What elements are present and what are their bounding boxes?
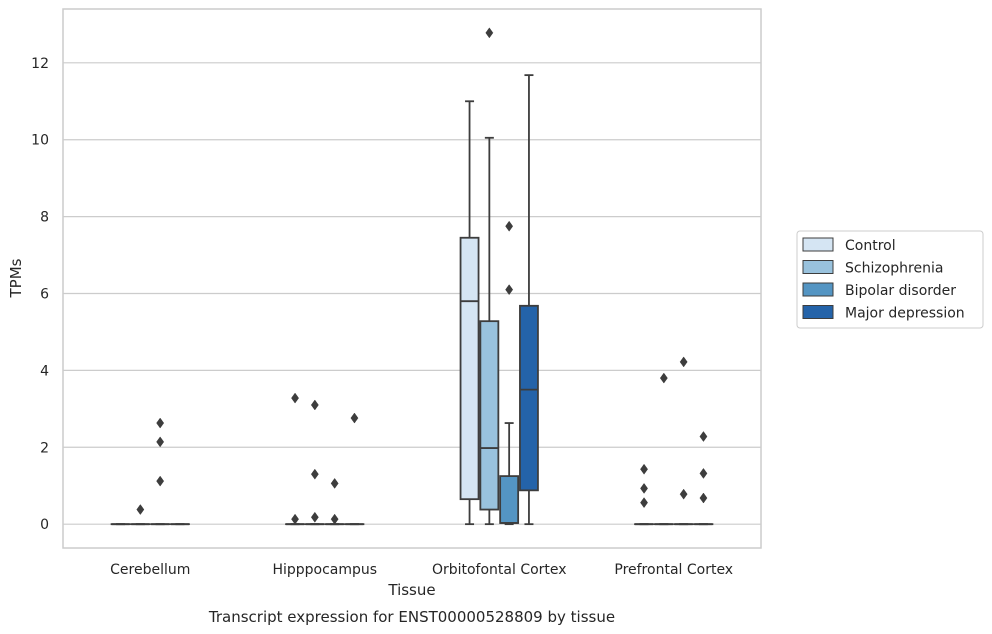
box-orbitofontal-cortex-schizophrenia xyxy=(479,27,500,526)
outlier-point xyxy=(350,412,359,424)
y-tick-label: 10 xyxy=(31,133,49,149)
x-tick-label: Orbitofontal Cortex xyxy=(432,562,567,578)
box-body xyxy=(459,236,480,501)
legend-label: Schizophrenia xyxy=(845,261,943,277)
y-tick-label: 8 xyxy=(40,210,49,226)
box-prefrontal-cortex-bipolar-disorder xyxy=(673,356,694,526)
plot-background xyxy=(63,9,761,548)
outlier-point xyxy=(505,284,514,296)
legend-swatch xyxy=(802,237,834,252)
outlier-point xyxy=(679,488,688,500)
legend-frame xyxy=(796,230,984,329)
chart-caption: Transcript expression for ENST0000052880… xyxy=(208,608,615,626)
box-prefrontal-cortex-control xyxy=(634,463,654,526)
x-axis-label: Tissue xyxy=(387,581,435,599)
y-tick-label: 4 xyxy=(40,363,49,379)
x-tick-labels: Cerebellum Hipppocampus Orbitofontal Corte… xyxy=(110,562,733,578)
box-hipppocampus-schizophrenia xyxy=(304,399,325,526)
outlier-point xyxy=(505,220,514,232)
box-cerebellum-schizophrenia xyxy=(130,504,151,526)
outlier-point xyxy=(291,513,299,525)
legend: Control Schizophrenia Bipolar disorder Majo… xyxy=(796,230,984,329)
gridlines xyxy=(63,62,761,525)
y-tick-label: 2 xyxy=(40,440,49,456)
y-tick-label: 12 xyxy=(31,56,49,72)
box-hipppocampus-major-depression xyxy=(344,412,365,526)
legend-label: Bipolar disorder xyxy=(845,283,956,299)
legend-swatch xyxy=(802,305,834,319)
y-axis-label: TPMs xyxy=(7,258,25,298)
y-tick-label: 0 xyxy=(40,517,49,533)
box-orbitofontal-cortex-control xyxy=(459,100,480,526)
outlier-point xyxy=(640,497,648,509)
legend-label: Control xyxy=(845,238,896,254)
outlier-point xyxy=(699,492,708,504)
outlier-point xyxy=(699,431,708,442)
x-tick-label: Prefrontal Cortex xyxy=(614,562,733,578)
legend-swatch xyxy=(802,282,834,297)
box-orbitofontal-cortex-bipolar-disorder xyxy=(499,220,520,526)
outlier-point xyxy=(291,392,299,404)
outlier-point xyxy=(659,372,668,384)
outlier-point xyxy=(156,417,165,429)
box-groups xyxy=(110,27,714,526)
outlier-point xyxy=(310,468,319,480)
outlier-point xyxy=(330,477,339,489)
outlier-point xyxy=(156,436,165,448)
box-prefrontal-cortex-schizophrenia xyxy=(653,372,674,526)
box-hipppocampus-bipolar-disorder xyxy=(324,477,345,526)
outlier-point xyxy=(310,399,319,411)
outlier-point xyxy=(485,27,494,39)
box-cerebellum-bipolar-disorder xyxy=(150,417,171,526)
outlier-point xyxy=(330,513,339,525)
outlier-point xyxy=(640,482,648,494)
outlier-point xyxy=(156,475,165,487)
outlier-point xyxy=(640,463,648,475)
box-body xyxy=(499,475,520,524)
outlier-point xyxy=(136,504,145,515)
y-tick-label: 6 xyxy=(40,286,49,302)
box-prefrontal-cortex-major-depression xyxy=(693,431,714,526)
outlier-point xyxy=(699,467,708,479)
x-tick-label: Hipppocampus xyxy=(272,562,377,578)
box-body xyxy=(519,304,539,492)
box-body xyxy=(479,320,500,511)
outlier-point xyxy=(310,511,319,523)
legend-swatch xyxy=(802,260,834,274)
outlier-point xyxy=(679,356,688,368)
y-tick-labels: 0 2 4 6 8 10 12 xyxy=(31,56,49,533)
legend-label: Major depression xyxy=(845,306,965,322)
x-tick-label: Cerebellum xyxy=(110,562,190,578)
box-hipppocampus-control xyxy=(285,392,305,526)
plot-frame xyxy=(62,8,762,549)
box-orbitofontal-cortex-major-depression xyxy=(519,74,539,526)
